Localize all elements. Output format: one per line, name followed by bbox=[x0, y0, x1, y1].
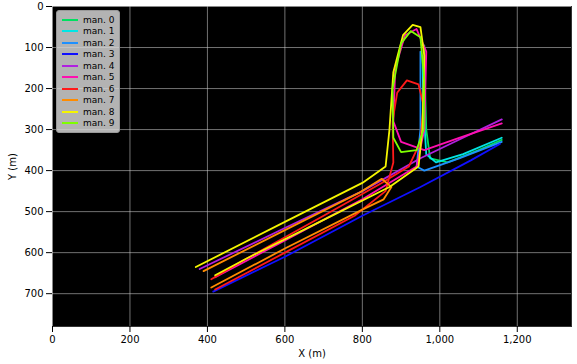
svg-text:300: 300 bbox=[24, 124, 43, 135]
html-text:man. 3: man. 3 bbox=[83, 49, 115, 60]
svg-text:X (m): X (m) bbox=[298, 348, 326, 359]
svg-text:400: 400 bbox=[24, 165, 43, 176]
svg-text:600: 600 bbox=[24, 247, 43, 258]
svg-text:600: 600 bbox=[275, 334, 294, 345]
svg-text:800: 800 bbox=[353, 334, 372, 345]
svg-text:500: 500 bbox=[24, 206, 43, 217]
svg-text:200: 200 bbox=[24, 83, 43, 94]
svg-text:Y (m): Y (m) bbox=[7, 153, 18, 181]
html-text:man. 7: man. 7 bbox=[83, 95, 115, 106]
svg-text:200: 200 bbox=[120, 334, 139, 345]
html-text:man. 4: man. 4 bbox=[83, 60, 115, 71]
svg-text:0: 0 bbox=[49, 334, 55, 345]
html-text:man. 2: man. 2 bbox=[83, 37, 115, 48]
svg-text:1,000: 1,000 bbox=[425, 334, 454, 345]
html-text:man. 6: man. 6 bbox=[83, 83, 115, 94]
html-text:man. 1: man. 1 bbox=[83, 26, 115, 37]
html-text:man. 5: man. 5 bbox=[83, 72, 115, 83]
svg-text:1,200: 1,200 bbox=[503, 334, 532, 345]
svg-text:100: 100 bbox=[24, 42, 43, 53]
html-text:man. 0: man. 0 bbox=[83, 14, 115, 25]
html-text:man. 9: man. 9 bbox=[83, 118, 115, 129]
svg-text:700: 700 bbox=[24, 288, 43, 299]
html-text:man. 8: man. 8 bbox=[83, 106, 115, 117]
svg-text:400: 400 bbox=[198, 334, 217, 345]
svg-text:0: 0 bbox=[37, 1, 43, 12]
